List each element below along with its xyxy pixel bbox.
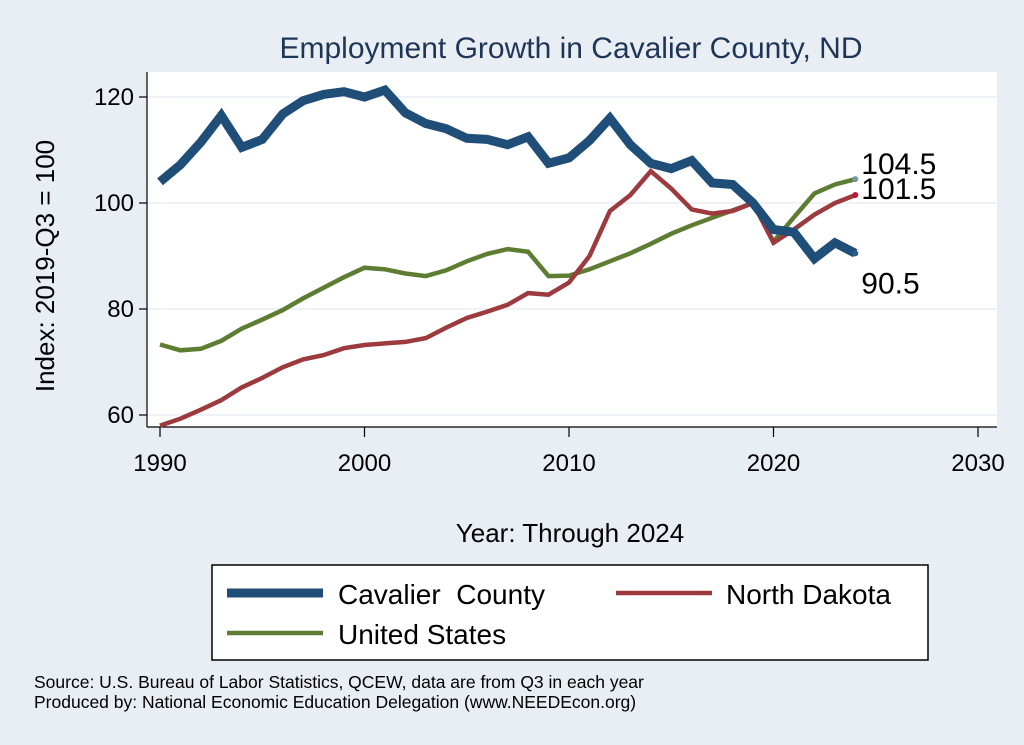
x-tick-label-2000: 2000 <box>338 450 391 477</box>
y-tick-label-60: 60 <box>107 402 134 429</box>
end-marker-north-dakota <box>852 192 859 199</box>
employment-chart: Employment Growth in Cavalier County, ND… <box>30 32 1005 661</box>
x-axis-title: Year: Through 2024 <box>456 518 684 548</box>
series-lines <box>157 84 858 428</box>
axes: 60 80 100 120 1990 2000 2010 2020 2030 <box>94 72 1005 477</box>
produced-by-note: Produced by: National Economic Education… <box>34 692 637 712</box>
y-tick-label-100: 100 <box>94 190 134 217</box>
y-axis-title: Index: 2019-Q3 = 100 <box>30 140 60 392</box>
x-tick-label-1990: 1990 <box>133 450 186 477</box>
chart-notes: Source: U.S. Bureau of Labor Statistics,… <box>34 672 644 712</box>
legend: Cavalier County North Dakota United States <box>227 579 891 650</box>
end-label-united-states: 104.5 <box>861 148 936 181</box>
y-tick-label-120: 120 <box>94 84 134 111</box>
chart-title: Employment Growth in Cavalier County, ND <box>280 32 863 65</box>
legend-label-united-states: United States <box>338 619 506 650</box>
legend-label-north-dakota: North Dakota <box>726 579 891 610</box>
end-label-north-dakota: 101.5 <box>861 173 936 206</box>
end-label-cavalier-county: 90.5 <box>861 267 919 300</box>
source-note: Source: U.S. Bureau of Labor Statistics,… <box>34 672 644 692</box>
legend-label-cavalier-county: Cavalier County <box>338 579 545 610</box>
series-line-cavalier-county <box>157 84 858 265</box>
x-tick-label-2030: 2030 <box>951 450 1004 477</box>
end-marker-cavalier-county <box>852 250 859 257</box>
legend-box <box>211 564 929 661</box>
series-line-north-dakota <box>159 168 857 428</box>
y-tick-label-80: 80 <box>107 296 134 323</box>
x-tick-label-2020: 2020 <box>747 450 800 477</box>
end-marker-united-states <box>852 176 859 183</box>
x-tick-label-2010: 2010 <box>542 450 595 477</box>
